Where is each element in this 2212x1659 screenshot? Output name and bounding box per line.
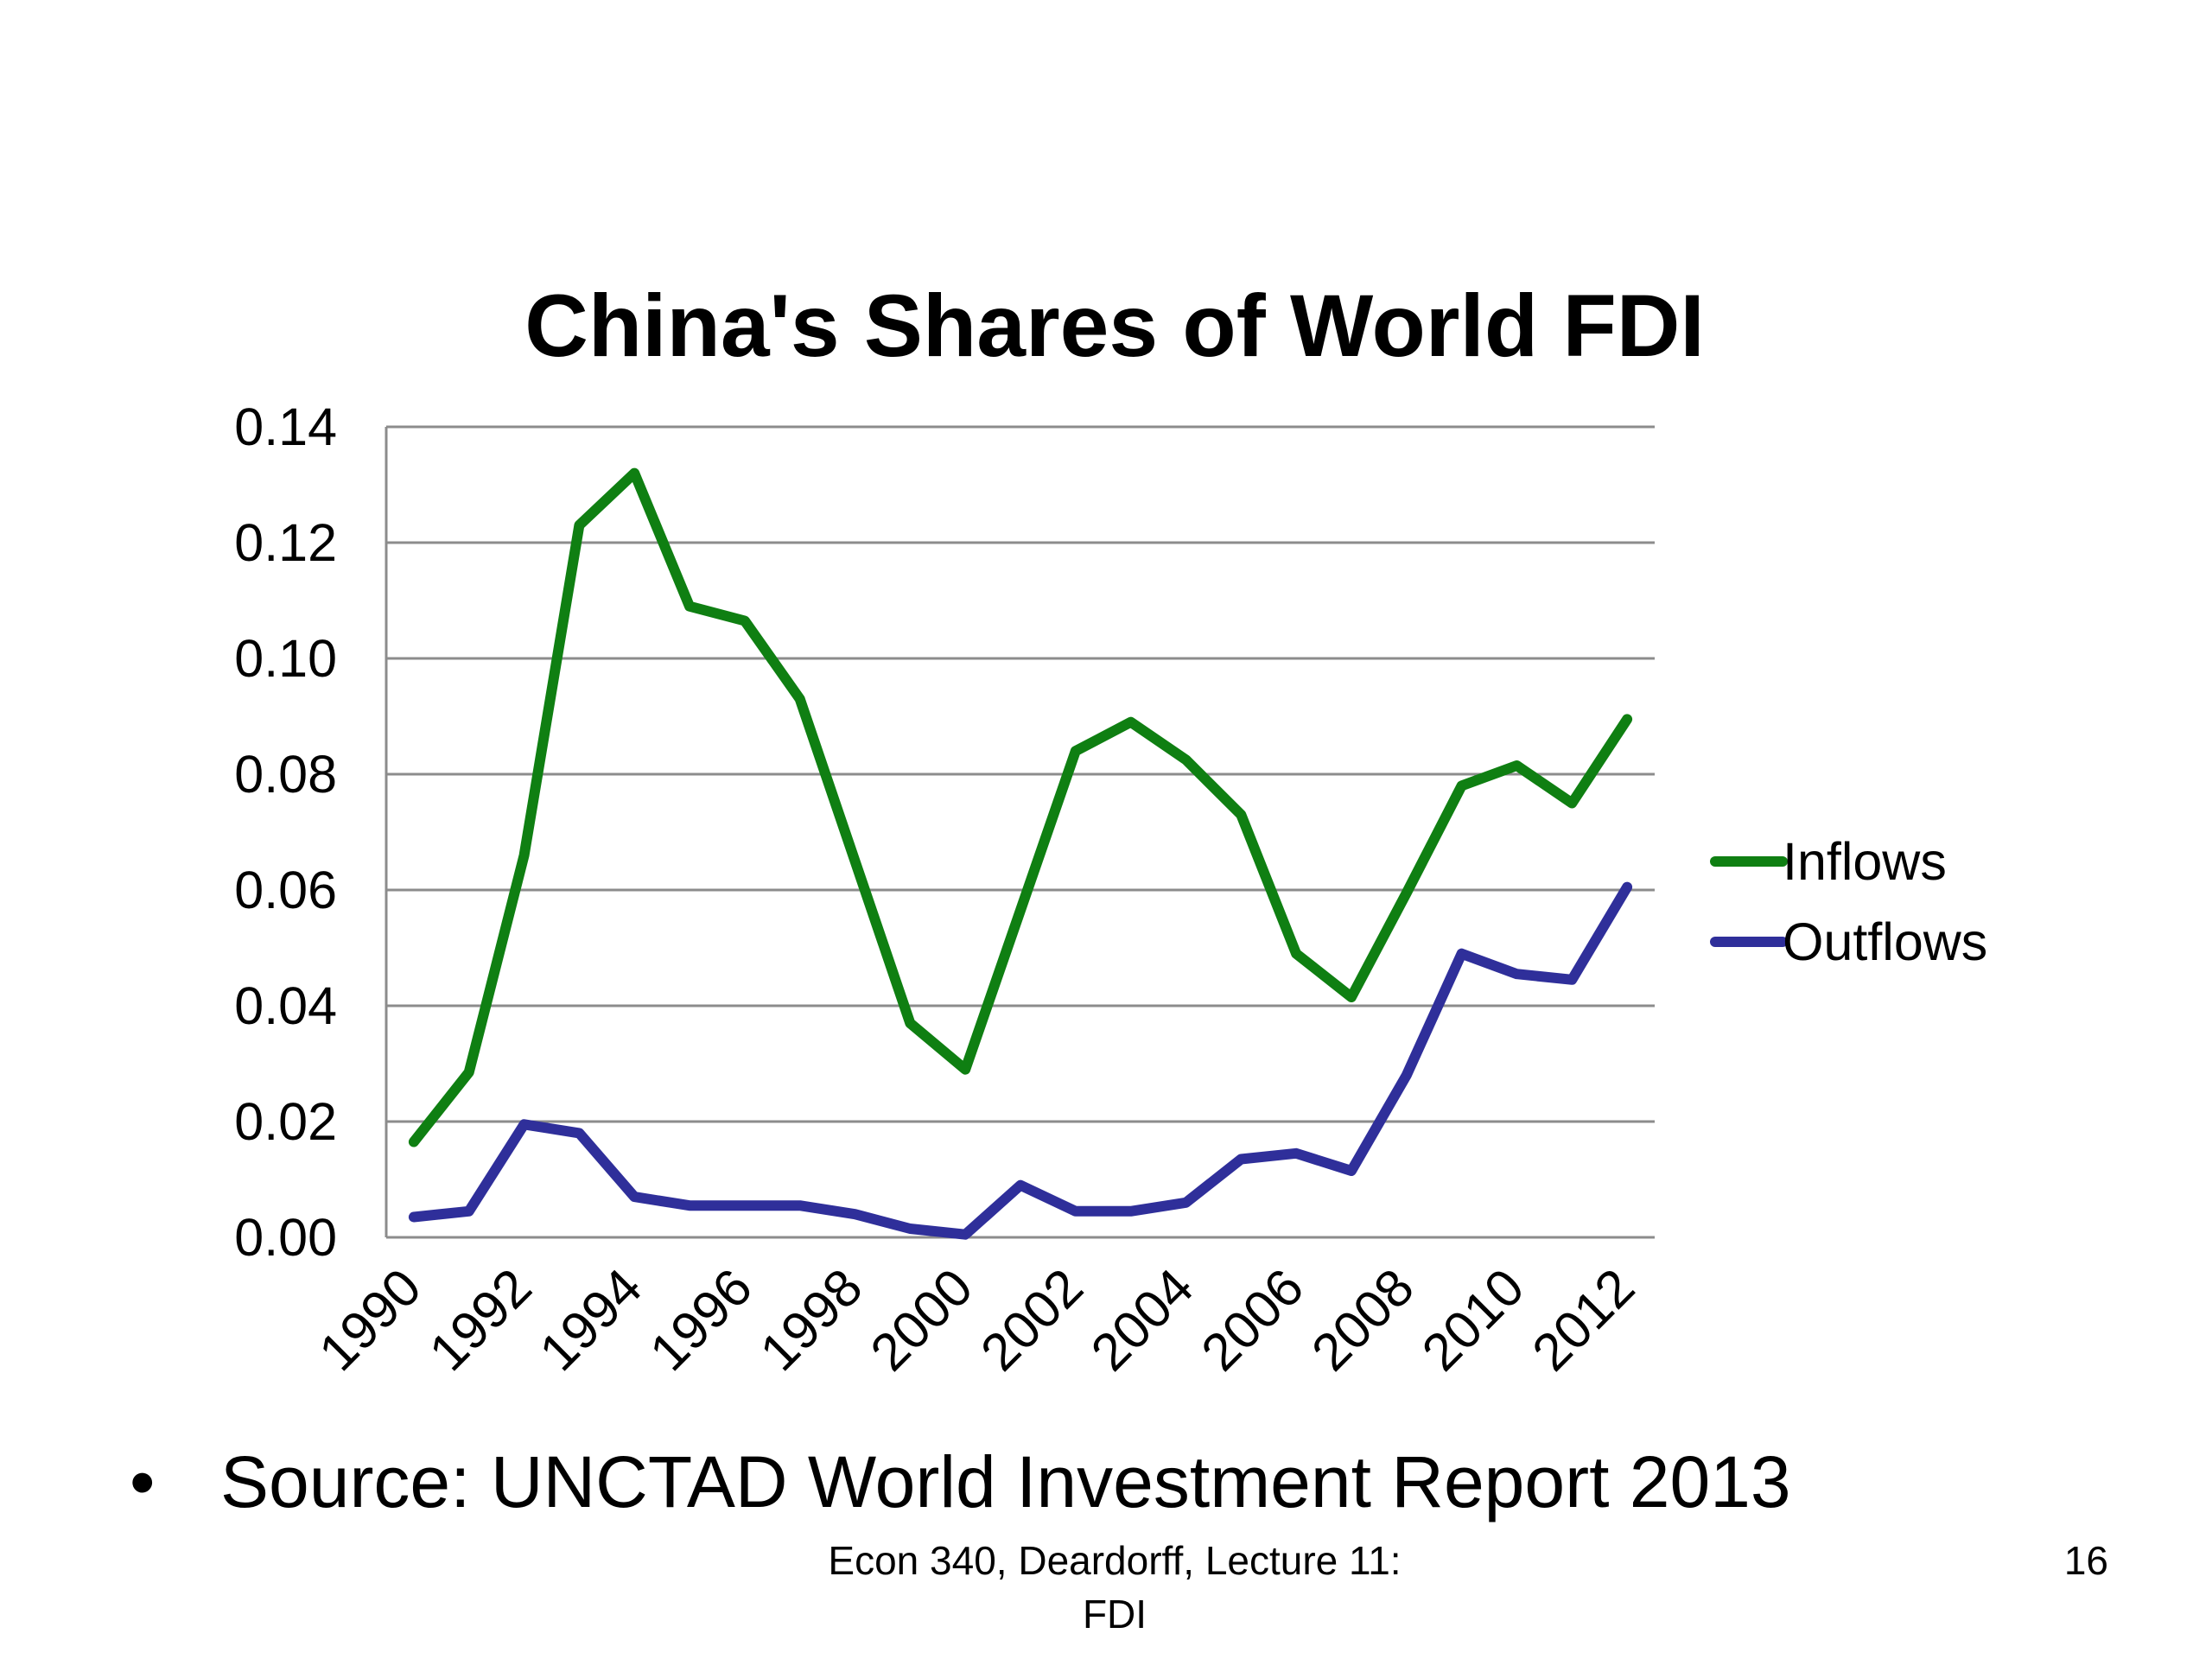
x-tick-label: 2006 <box>1190 1257 1314 1382</box>
x-tick-label: 2008 <box>1300 1257 1425 1382</box>
x-tick-label: 1992 <box>418 1257 543 1382</box>
source-bullet: • Source: UNCTAD World Investment Report … <box>130 1439 1791 1525</box>
x-tick-label: 2012 <box>1521 1257 1645 1382</box>
gridlines <box>385 425 1655 1239</box>
x-tick-label: 2000 <box>859 1257 983 1382</box>
y-tick-label: 0.08 <box>234 745 337 804</box>
legend: Inflows Outflows <box>1710 832 1987 971</box>
series-line-outflows <box>408 881 1633 1240</box>
x-axis-ticks: 1990199219941996199820002002200420062008… <box>308 1257 1645 1382</box>
y-tick-label: 0.04 <box>234 976 337 1035</box>
legend-label-outflows: Outflows <box>1783 912 1987 971</box>
x-tick-label: 2002 <box>969 1257 1094 1382</box>
chart-title: China's Shares of World FDI <box>524 276 1705 375</box>
series-line-inflows <box>408 467 1633 1147</box>
footer-line-1: Econ 340, Deardorff, Lecture 11: <box>828 1538 1402 1583</box>
source-text: Source: UNCTAD World Investment Report 2… <box>220 1441 1791 1522</box>
x-tick-label: 1996 <box>639 1257 763 1382</box>
x-tick-label: 2004 <box>1080 1257 1205 1382</box>
legend-label-inflows: Inflows <box>1783 832 1947 891</box>
series-lines <box>408 467 1633 1240</box>
page-number: 16 <box>2063 1538 2108 1583</box>
y-axis-ticks: 0.00 0.02 0.04 0.06 0.08 0.10 0.12 0.14 <box>234 397 337 1267</box>
x-tick-label: 2010 <box>1411 1257 1535 1382</box>
x-tick-label: 1998 <box>749 1257 874 1382</box>
y-tick-label: 0.02 <box>234 1092 337 1151</box>
y-tick-label: 0.00 <box>234 1208 337 1267</box>
y-tick-label: 0.12 <box>234 513 337 572</box>
x-tick-label: 1994 <box>528 1257 652 1382</box>
y-tick-label: 0.10 <box>234 629 337 688</box>
bullet-marker: • <box>130 1441 156 1522</box>
slide-footer: Econ 340, Deardorff, Lecture 11: FDI <box>786 1534 1443 1641</box>
y-tick-label: 0.14 <box>234 397 337 456</box>
y-tick-label: 0.06 <box>234 861 337 919</box>
footer-line-2: FDI <box>1082 1592 1147 1637</box>
x-tick-label: 1990 <box>308 1257 432 1382</box>
